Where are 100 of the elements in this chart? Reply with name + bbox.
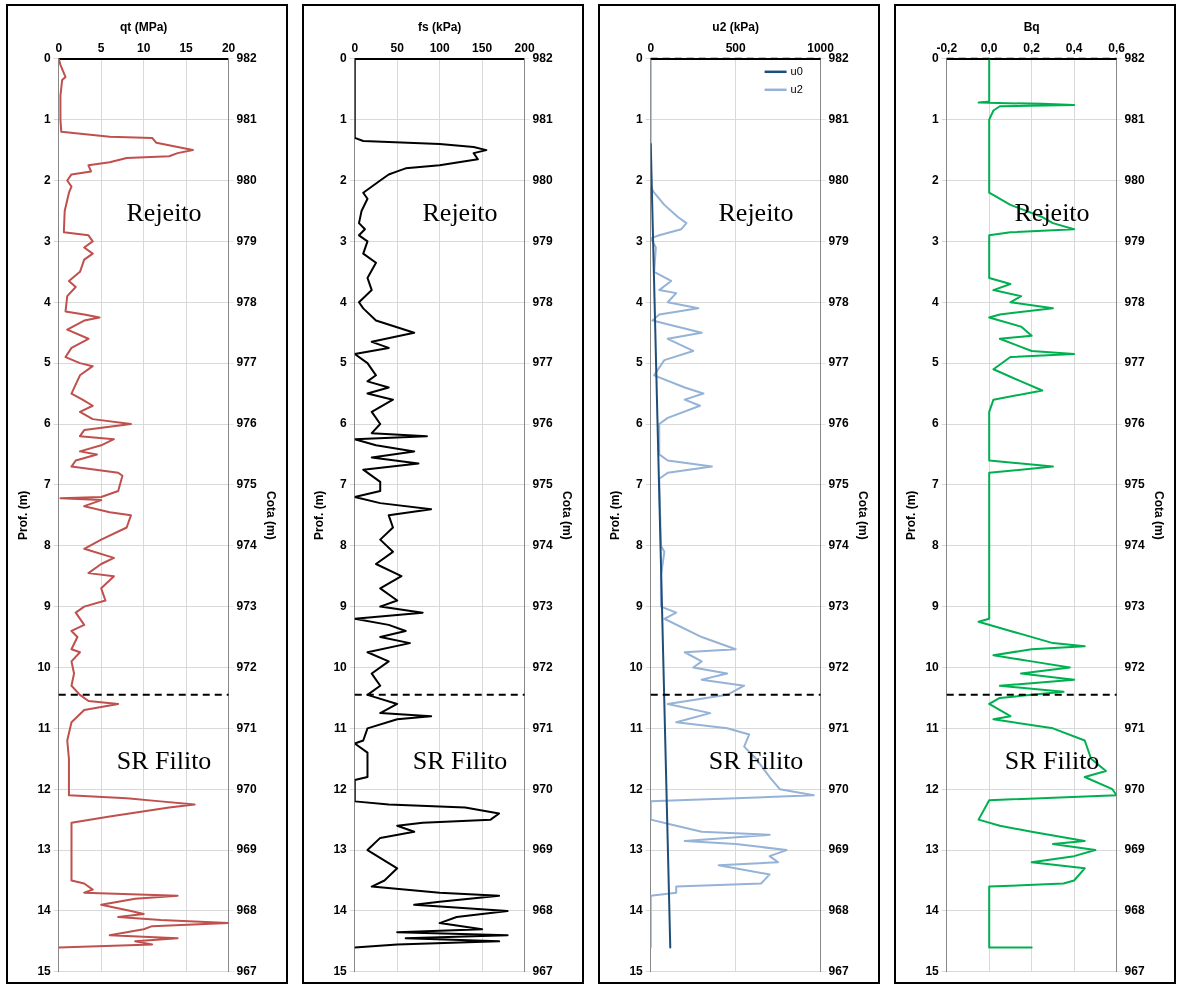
x-tick-label: 150 [472, 40, 493, 55]
y2-tick-label: 974 [1124, 538, 1145, 553]
y-axis-title: Prof. (m) [903, 490, 918, 540]
y-tick-label: 11 [38, 720, 52, 735]
y2-axis-title: Cota (m) [1152, 490, 1167, 540]
y2-tick-label: 981 [828, 111, 849, 126]
y2-tick-label: 976 [1124, 416, 1145, 431]
y-tick-label: 7 [932, 477, 940, 492]
y-axis-title: Prof. (m) [607, 490, 622, 540]
y-tick-label: 8 [636, 538, 644, 553]
y2-tick-label: 978 [236, 294, 257, 309]
y-tick-label: 4 [932, 294, 940, 309]
y2-tick-label: 973 [532, 598, 553, 613]
y2-tick-label: 978 [828, 294, 849, 309]
y2-tick-label: 981 [236, 111, 257, 126]
y2-tick-label: 968 [236, 903, 257, 918]
y2-tick-label: 982 [532, 51, 553, 66]
y-tick-label: 7 [340, 477, 348, 492]
y2-axis-title: Cota (m) [264, 490, 279, 540]
y2-tick-label: 967 [532, 964, 553, 979]
y2-tick-label: 982 [1124, 51, 1145, 66]
y-tick-label: 4 [636, 294, 644, 309]
y2-tick-label: 971 [532, 720, 553, 735]
y-tick-label: 8 [340, 538, 348, 553]
y-tick-label: 1 [636, 111, 644, 126]
y2-tick-label: 973 [828, 598, 849, 613]
y-tick-label: 9 [932, 598, 940, 613]
y2-tick-label: 977 [236, 355, 257, 370]
y-tick-label: 0 [636, 51, 644, 66]
y-tick-label: 3 [44, 233, 52, 248]
x-tick-label: 0,2 [1023, 40, 1041, 55]
x-tick-label: 0 [351, 40, 359, 55]
y2-tick-label: 981 [532, 111, 553, 126]
y-tick-label: 9 [340, 598, 348, 613]
y-tick-label: 2 [636, 172, 644, 187]
y-tick-label: 0 [44, 51, 52, 66]
annotation: Rejeito [718, 197, 794, 227]
y-tick-label: 11 [630, 720, 644, 735]
y2-axis-title: Cota (m) [856, 490, 871, 540]
y-tick-label: 15 [37, 964, 52, 979]
annotation: SR Filito [1004, 745, 1100, 775]
y2-tick-label: 979 [236, 233, 257, 248]
y-tick-label: 3 [932, 233, 940, 248]
x-tick-label: 0 [55, 40, 63, 55]
y2-tick-label: 969 [532, 842, 553, 857]
x-axis-title: qt (MPa) [120, 19, 168, 34]
y-tick-label: 13 [333, 842, 348, 857]
y2-tick-label: 975 [236, 477, 257, 492]
y-tick-label: 15 [333, 964, 348, 979]
y-tick-label: 0 [932, 51, 940, 66]
y-tick-label: 5 [932, 355, 940, 370]
x-tick-label: 200 [514, 40, 535, 55]
y-tick-label: 14 [333, 903, 348, 918]
y-tick-label: 6 [636, 416, 644, 431]
x-tick-label: 0,0 [980, 40, 998, 55]
y2-tick-label: 967 [236, 964, 257, 979]
y2-tick-label: 974 [828, 538, 849, 553]
y-tick-label: 5 [636, 355, 644, 370]
y2-tick-label: 973 [1124, 598, 1145, 613]
y2-tick-label: 975 [1124, 477, 1145, 492]
y2-tick-label: 972 [828, 659, 849, 674]
y-tick-label: 5 [340, 355, 348, 370]
y-tick-label: 11 [926, 720, 940, 735]
y2-tick-label: 971 [236, 720, 257, 735]
y-tick-label: 9 [44, 598, 52, 613]
y-tick-label: 13 [629, 842, 644, 857]
y2-tick-label: 971 [828, 720, 849, 735]
y-tick-label: 2 [340, 172, 348, 187]
y-tick-label: 15 [629, 964, 644, 979]
annotation: Rejeito [422, 197, 498, 227]
y-tick-label: 4 [44, 294, 52, 309]
y-tick-label: 14 [629, 903, 644, 918]
x-tick-label: 100 [429, 40, 450, 55]
y2-tick-label: 979 [1124, 233, 1145, 248]
legend-label: u0 [790, 64, 803, 77]
y2-tick-label: 980 [532, 172, 553, 187]
y2-tick-label: 967 [1124, 964, 1145, 979]
y-tick-label: 3 [340, 233, 348, 248]
y-axis-title: Prof. (m) [15, 490, 30, 540]
y-tick-label: 2 [932, 172, 940, 187]
y2-tick-label: 977 [828, 355, 849, 370]
y2-tick-label: 968 [532, 903, 553, 918]
y-tick-label: 10 [37, 659, 52, 674]
y2-tick-label: 976 [532, 416, 553, 431]
y2-tick-label: 971 [1124, 720, 1145, 735]
x-axis-title: u2 (kPa) [712, 19, 760, 34]
y-tick-label: 12 [333, 781, 348, 796]
y-tick-label: 8 [932, 538, 940, 553]
y-tick-label: 12 [629, 781, 644, 796]
y2-tick-label: 970 [1124, 781, 1145, 796]
y2-tick-label: 970 [828, 781, 849, 796]
y2-tick-label: 977 [1124, 355, 1145, 370]
y-tick-label: 10 [629, 659, 644, 674]
y-axis-title: Prof. (m) [311, 490, 326, 540]
y2-tick-label: 975 [532, 477, 553, 492]
y2-tick-label: 980 [828, 172, 849, 187]
x-tick-label: 0,4 [1065, 40, 1083, 55]
y-tick-label: 4 [340, 294, 348, 309]
y-tick-label: 12 [37, 781, 52, 796]
y2-tick-label: 972 [532, 659, 553, 674]
